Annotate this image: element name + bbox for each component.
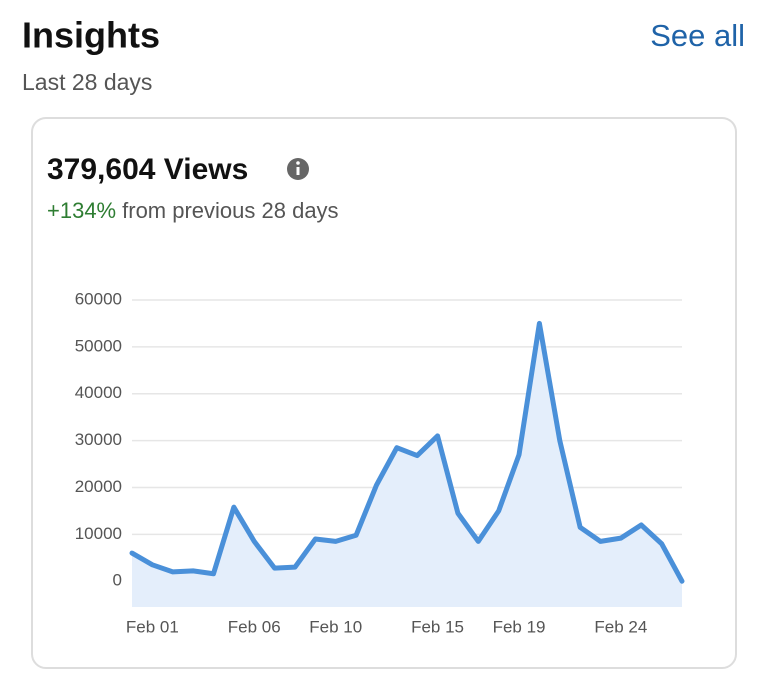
y-tick-label: 10000 [75, 524, 122, 543]
change-text: from previous 28 days [122, 198, 338, 223]
y-tick-label: 20000 [75, 477, 122, 496]
y-tick-label: 0 [113, 571, 122, 590]
x-tick-label: Feb 24 [594, 617, 647, 636]
x-tick-label: Feb 19 [493, 617, 546, 636]
change-line: +134% from previous 28 days [47, 198, 339, 223]
area [132, 323, 682, 607]
info-icon-dot [296, 161, 300, 165]
x-tick-label: Feb 10 [309, 617, 362, 636]
line [129, 320, 685, 584]
x-tick-label: Feb 01 [126, 617, 179, 636]
y-tick-label: 60000 [75, 289, 122, 308]
y-tick-label: 40000 [75, 383, 122, 402]
see-all-link[interactable]: See all [650, 18, 745, 53]
change-value: +134% [47, 198, 116, 223]
views-total: 379,604 Views [47, 153, 248, 186]
info-icon-bar [296, 167, 300, 175]
y-tick-label: 30000 [75, 430, 122, 449]
y-tick-label: 50000 [75, 336, 122, 355]
title: Insights [22, 15, 160, 56]
x-tick-label: Feb 06 [228, 617, 281, 636]
x-tick-label: Feb 15 [411, 617, 464, 636]
subtitle: Last 28 days [22, 69, 152, 95]
